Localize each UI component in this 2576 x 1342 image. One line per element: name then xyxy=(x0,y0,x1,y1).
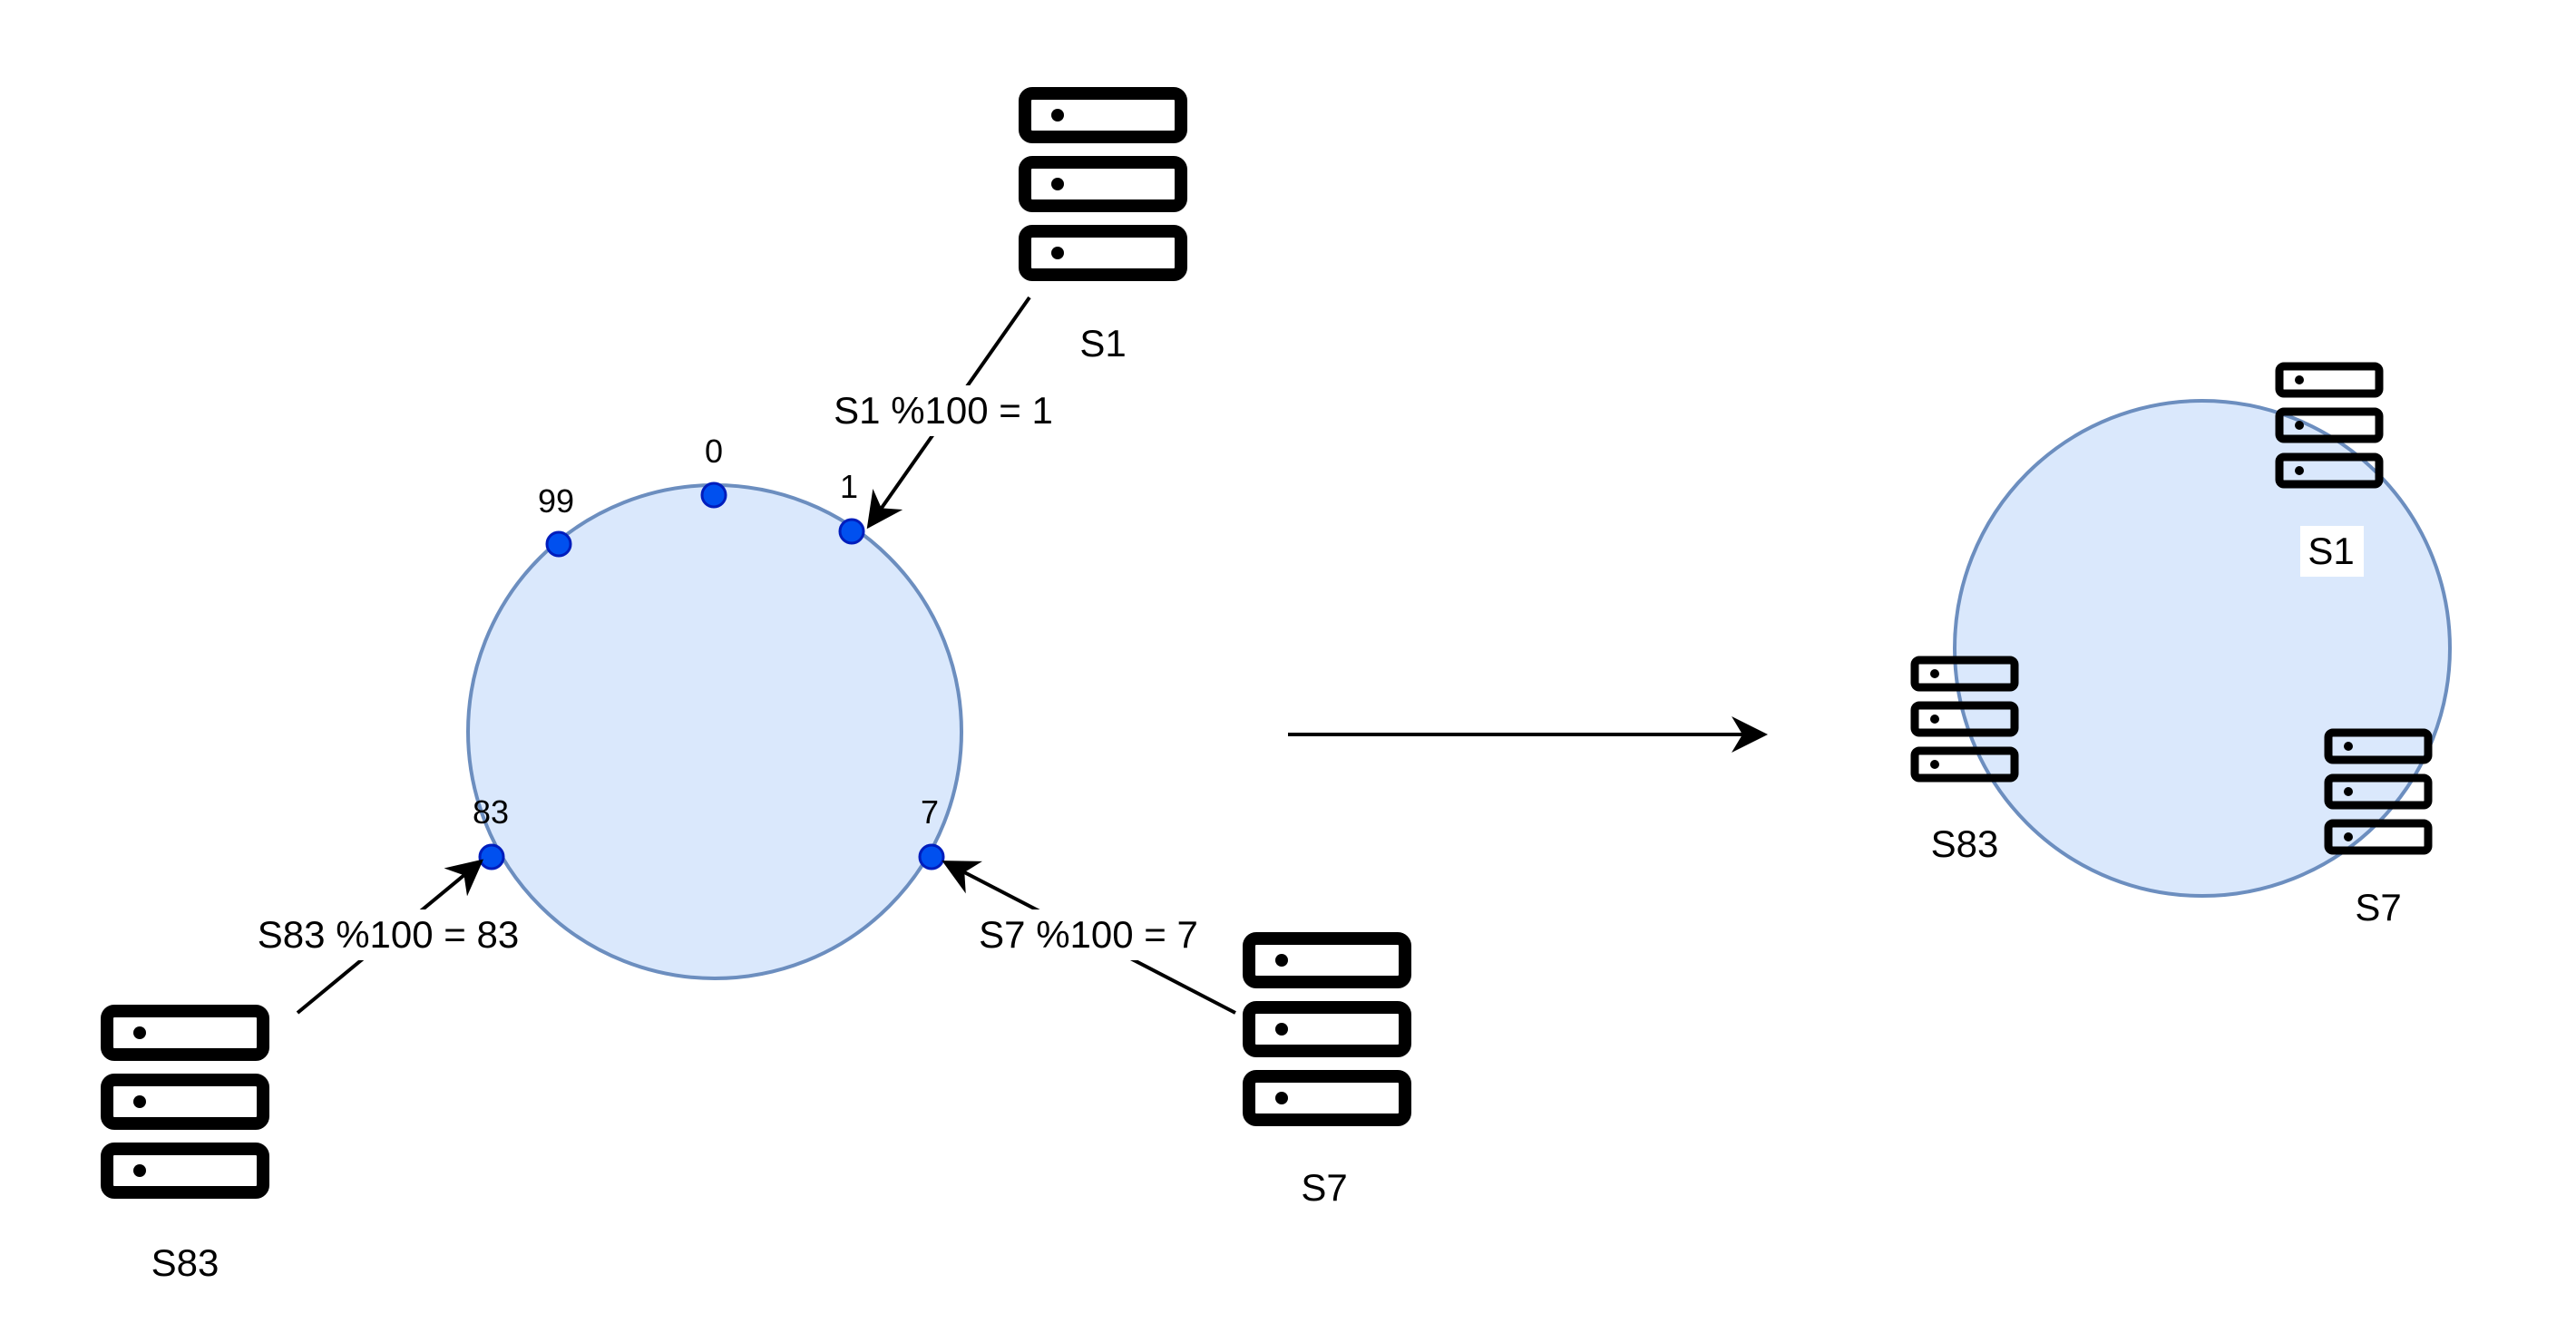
s7-formula-backing xyxy=(969,909,1208,960)
server-s83-icon xyxy=(107,1011,263,1192)
server-s7-icon xyxy=(1249,938,1405,1120)
s1-formula-backing xyxy=(824,385,1061,436)
result-ring xyxy=(1953,399,2452,898)
result-server-s1-label: S1 xyxy=(2308,530,2354,572)
result-server-s83-label: S83 xyxy=(1931,822,1999,865)
ring-label-0: 0 xyxy=(705,433,723,470)
ring-node-7 xyxy=(918,843,945,870)
ring-label-99: 99 xyxy=(538,482,574,520)
ring-node-99 xyxy=(545,530,572,558)
result-server-s7-label: S7 xyxy=(2355,886,2401,929)
hash-ring xyxy=(466,483,963,980)
server-s1-label: S1 xyxy=(1079,322,1126,365)
server-s7-label: S7 xyxy=(1301,1166,1347,1209)
s83-formula: S83 %100 = 83 xyxy=(258,913,519,956)
ring-node-83 xyxy=(478,843,505,870)
result-s1-label-backing xyxy=(2300,526,2364,577)
ring-node-0 xyxy=(700,481,727,509)
server-s1-icon xyxy=(1025,93,1181,275)
ring-label-83: 83 xyxy=(473,793,509,831)
s7-formula: S7 %100 = 7 xyxy=(979,913,1198,956)
ring-label-1: 1 xyxy=(840,468,858,505)
server-s83-label: S83 xyxy=(151,1241,220,1284)
s1-formula: S1 %100 = 1 xyxy=(834,389,1053,432)
ring-node-1 xyxy=(838,518,865,545)
s83-formula-backing xyxy=(243,909,533,960)
ring-label-7: 7 xyxy=(921,793,939,831)
